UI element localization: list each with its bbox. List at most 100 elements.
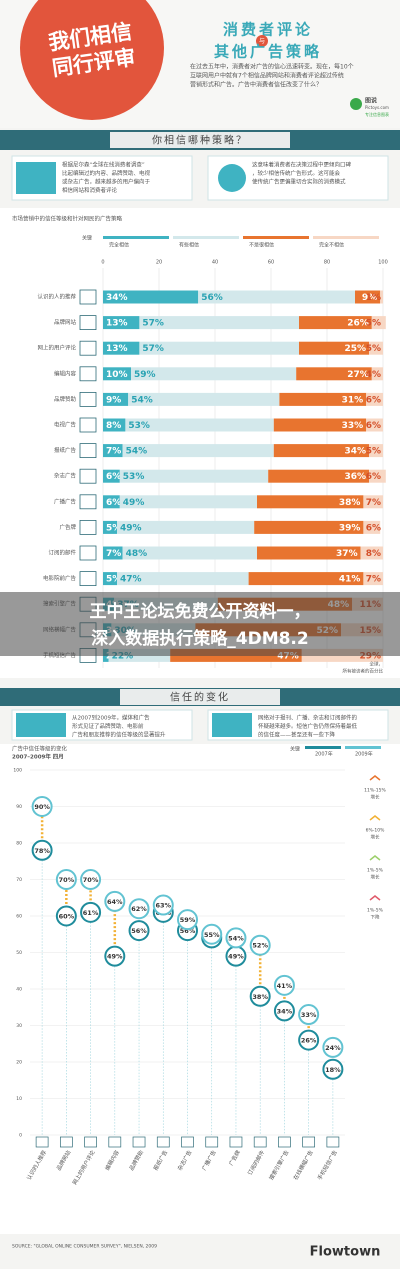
bar-segment <box>125 418 274 432</box>
category-icon <box>326 1136 340 1148</box>
value-label: 49% <box>120 523 142 533</box>
section-label-bg <box>120 689 280 705</box>
y-tick-label: 40 <box>16 987 22 993</box>
value-label: 49% <box>228 953 244 961</box>
bar-segment <box>103 495 120 509</box>
value-label: 34% <box>344 447 366 457</box>
title-connector: 与 <box>259 37 265 45</box>
note-text: 形式见证了品牌赞助、电影前 <box>72 722 144 730</box>
value-label: 34% <box>277 1007 293 1015</box>
value-label: 70% <box>83 876 99 884</box>
dot <box>225 927 247 949</box>
value-label: 78% <box>34 847 50 855</box>
legend-label: 完全不相信 <box>319 242 344 249</box>
chart-title: 市场营销中的信任等级和针对网民的广告策略 <box>12 215 123 223</box>
intro: 互联网用户中就有7个相信品牌网站和消费者评论超过传统 <box>190 72 344 80</box>
dot <box>249 985 271 1007</box>
category-icon <box>79 315 97 331</box>
legend-label: 完全相信 <box>109 242 129 249</box>
category-icon <box>59 1136 73 1148</box>
bar-segment <box>366 392 383 406</box>
bar-segment <box>360 546 383 560</box>
note-text: 或杂志广告，越来越多的用户偏向于 <box>62 178 151 186</box>
legend-swatch <box>313 236 379 239</box>
dot <box>322 1036 344 1058</box>
dot <box>152 894 174 916</box>
dot <box>55 869 77 890</box>
category-icon <box>205 1136 219 1148</box>
bar-segment <box>380 290 383 304</box>
value-label: 31% <box>342 395 364 405</box>
value-label: 7% <box>106 447 121 457</box>
note-text: 使传统广告更偏重切合实际的消费模式 <box>252 178 346 186</box>
value-label: 53% <box>128 421 150 431</box>
category-icon <box>79 391 97 407</box>
value-label: 6% <box>366 523 381 533</box>
value-label: 57% <box>142 319 164 329</box>
value-label: 53% <box>123 472 145 482</box>
value-label: 18% <box>325 1066 341 1074</box>
value-label: 38% <box>252 993 268 1001</box>
note-text: 根据尼尔森“全球在线消费者调查” <box>62 161 145 169</box>
value-label: 41% <box>277 982 293 990</box>
value-label: 9% <box>106 395 121 405</box>
value-label: 38% <box>339 498 361 508</box>
category-icon <box>79 289 97 305</box>
value-label: 1% <box>366 293 381 303</box>
value-label: 49% <box>123 498 145 508</box>
value-label: 59% <box>180 916 196 924</box>
bar-segment <box>103 520 117 534</box>
value-label: 8% <box>106 421 121 431</box>
note-text: 广告和朋友推荐的信任等级的显著提升 <box>72 731 166 739</box>
bar-segment <box>257 495 364 509</box>
note-text: 怀疑越来越多。短信广告仍然保持着最低 <box>258 722 358 730</box>
value-label: 49% <box>107 953 123 961</box>
y-tick-label: 0 <box>19 1133 22 1139</box>
section-heading: 信任的变化 <box>170 691 230 704</box>
note-icon <box>16 713 66 737</box>
category-icon <box>79 571 97 586</box>
value-label: 5% <box>106 575 121 585</box>
category-label: 编辑内容 <box>54 369 77 377</box>
y-tick-label: 70 <box>16 877 22 883</box>
value-label: 33% <box>342 421 364 431</box>
value-label: 4% <box>366 370 381 380</box>
legend-swatch <box>103 236 169 239</box>
bar-segment <box>139 316 299 330</box>
bar-segment <box>103 316 140 330</box>
category-icon <box>229 1136 243 1148</box>
legend-swatch <box>243 236 309 239</box>
x-tick-label: 60 <box>268 260 274 266</box>
category-label: 广播广告 <box>54 497 77 505</box>
value-label: 7% <box>366 498 381 508</box>
category-icon <box>79 340 97 356</box>
value-label: 54% <box>131 395 153 405</box>
chart-title: 广告中信任等级的变化 <box>12 745 68 753</box>
value-label: 6% <box>106 472 121 482</box>
dot <box>55 905 77 927</box>
note-text: 网络对于报刊、广播、杂志和订阅邮件的 <box>258 714 358 722</box>
category-icon <box>181 1136 194 1148</box>
value-label: 56% <box>201 293 223 303</box>
dot <box>298 1029 320 1051</box>
bar-segment <box>103 546 123 560</box>
note-text: ，较少相信传统广告形式。这可能会 <box>252 169 341 177</box>
category-icon <box>132 1136 146 1148</box>
value-label: 90% <box>34 803 50 811</box>
y-tick-label: 20 <box>16 1060 22 1066</box>
section-heading: 你相信哪种策略？ <box>152 134 248 147</box>
category-icon <box>79 443 97 459</box>
value-label: 6% <box>366 472 381 482</box>
dot <box>177 909 198 931</box>
source: SOURCE: "GLOBAL ONLINE CONSUMER SURVEY",… <box>12 1244 157 1250</box>
bar-segment <box>296 367 372 381</box>
bar-segment <box>103 572 117 586</box>
annotation-arrow <box>369 895 381 901</box>
category-icon <box>278 1136 291 1148</box>
value-label: 56% <box>180 927 196 935</box>
value-label: 48% <box>126 549 148 559</box>
x-tick-label: 100 <box>378 260 388 266</box>
value-label: 24% <box>325 1044 341 1052</box>
legend-swatch <box>345 746 381 749</box>
legend-title: 关键 <box>290 746 300 753</box>
